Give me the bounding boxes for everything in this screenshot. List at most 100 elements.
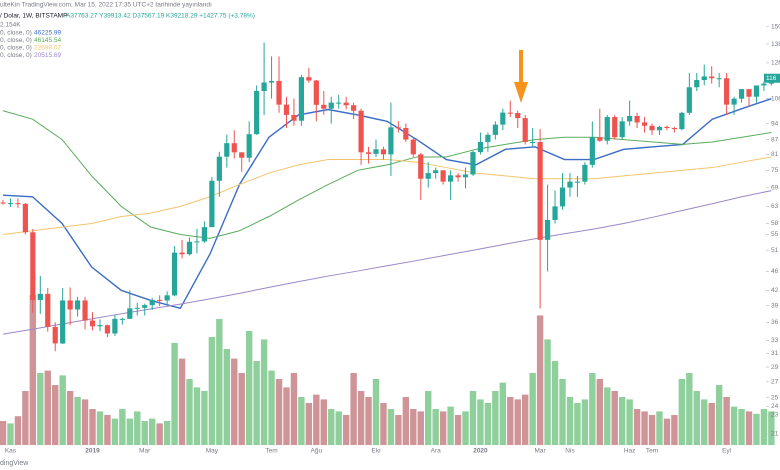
legend-name: 0, close, 0)	[0, 37, 32, 44]
volume-bar	[715, 385, 723, 445]
candle-body	[403, 128, 409, 140]
candle-body	[709, 76, 715, 79]
volume-bar	[223, 349, 230, 445]
candle-body	[373, 149, 379, 154]
volume-bar	[305, 403, 313, 445]
candle-body	[455, 175, 461, 178]
candle-body	[515, 113, 521, 119]
volume-bar	[141, 421, 148, 445]
candle-body	[67, 300, 73, 310]
volume-bar	[126, 418, 134, 445]
candle-body	[37, 293, 43, 300]
legend-value: 46225.99	[34, 30, 61, 37]
volume-bar	[551, 361, 559, 445]
volume-bar	[231, 358, 238, 445]
candle-body	[582, 164, 588, 182]
volume-bar	[768, 411, 775, 445]
last-price-tag	[764, 73, 780, 83]
candle-body	[97, 325, 103, 327]
candle-body	[433, 170, 439, 174]
candle-body	[268, 80, 275, 83]
volume-bar	[454, 415, 462, 445]
volume-bar	[335, 411, 342, 445]
legend-name: 0, close, 0)	[0, 45, 32, 52]
candle-body	[716, 78, 722, 80]
volume-bar	[275, 379, 283, 445]
candle-body	[619, 121, 625, 138]
y-tick-label: 81	[771, 151, 779, 158]
candle-body	[328, 102, 334, 109]
volume-bar	[156, 423, 163, 445]
candle-body	[470, 152, 476, 175]
candle-body	[746, 89, 752, 97]
volume-bar	[536, 315, 544, 445]
candle-body	[649, 125, 655, 131]
volume-bar	[59, 375, 66, 445]
volume-bar	[216, 319, 223, 445]
volume-bar	[245, 331, 253, 445]
volume-bar	[253, 361, 260, 445]
candle-body	[627, 115, 633, 122]
volume-bar	[52, 385, 59, 445]
volume-bar	[723, 397, 730, 445]
volume-bar	[350, 373, 357, 445]
legend-layer: ulteKin TradingView.com, Mar 15, 2022 17…	[0, 2, 255, 467]
y-tick-label: 25	[771, 394, 779, 401]
last-price-label: 116	[766, 75, 777, 82]
arrow-head	[514, 82, 528, 103]
candle-body	[500, 112, 506, 125]
y-tick-label: 21	[771, 431, 779, 438]
volume-label: 2.154K	[0, 22, 21, 29]
x-tick-label: Eki	[371, 448, 380, 455]
volume-bar	[134, 411, 141, 445]
volume-bar	[439, 411, 447, 445]
candle-body	[731, 98, 737, 105]
chart-title: / Dolar, 1W, BITSTAMP	[0, 13, 67, 20]
legend-name: 0, close, 0)	[0, 52, 32, 59]
x-tick-label: May	[206, 448, 219, 455]
volume-bar	[514, 399, 521, 445]
volume-bar	[753, 413, 760, 445]
candle-body	[298, 77, 304, 121]
candle-body	[239, 152, 245, 158]
volume-bar	[387, 409, 395, 445]
x-tick-label: Mar	[139, 448, 151, 455]
candle-body	[440, 170, 446, 182]
volume-bar	[544, 339, 551, 445]
volume-bar	[7, 423, 14, 445]
volume-bar	[0, 421, 7, 445]
volume-bar	[111, 418, 119, 445]
y-tick-label: 75	[771, 167, 779, 174]
volume-bar	[633, 409, 641, 445]
candle-body	[656, 126, 663, 131]
candle-body	[522, 118, 528, 142]
volume-bar	[320, 399, 327, 445]
volume-bar	[492, 391, 499, 445]
volume-bar	[178, 358, 186, 445]
volume-bar	[686, 373, 693, 445]
volume-bar	[313, 394, 320, 445]
candle-body	[410, 139, 416, 155]
candle-body	[694, 80, 700, 88]
candle-body	[22, 203, 28, 233]
candle-body	[321, 104, 327, 109]
legend-value: 20515.69	[34, 52, 61, 59]
candle-body	[52, 326, 58, 344]
volume-bar	[283, 387, 290, 445]
volume-bar	[66, 391, 74, 445]
candle-body	[336, 102, 342, 104]
volume-bar	[499, 382, 507, 445]
y-tick-label: 126	[771, 60, 780, 67]
candle-body	[216, 156, 222, 181]
candle-body	[157, 299, 163, 301]
candle-body	[351, 105, 357, 111]
candle-body	[306, 77, 312, 81]
indicator-line	[2, 110, 772, 239]
x-tick-label: Haz	[624, 448, 636, 455]
watermark: dingView	[0, 460, 29, 467]
volume-bar	[342, 415, 350, 445]
y-tick-label: 69	[771, 184, 779, 191]
candle-body	[119, 318, 125, 320]
volume-bar	[328, 409, 335, 445]
volume-bar	[589, 373, 596, 445]
